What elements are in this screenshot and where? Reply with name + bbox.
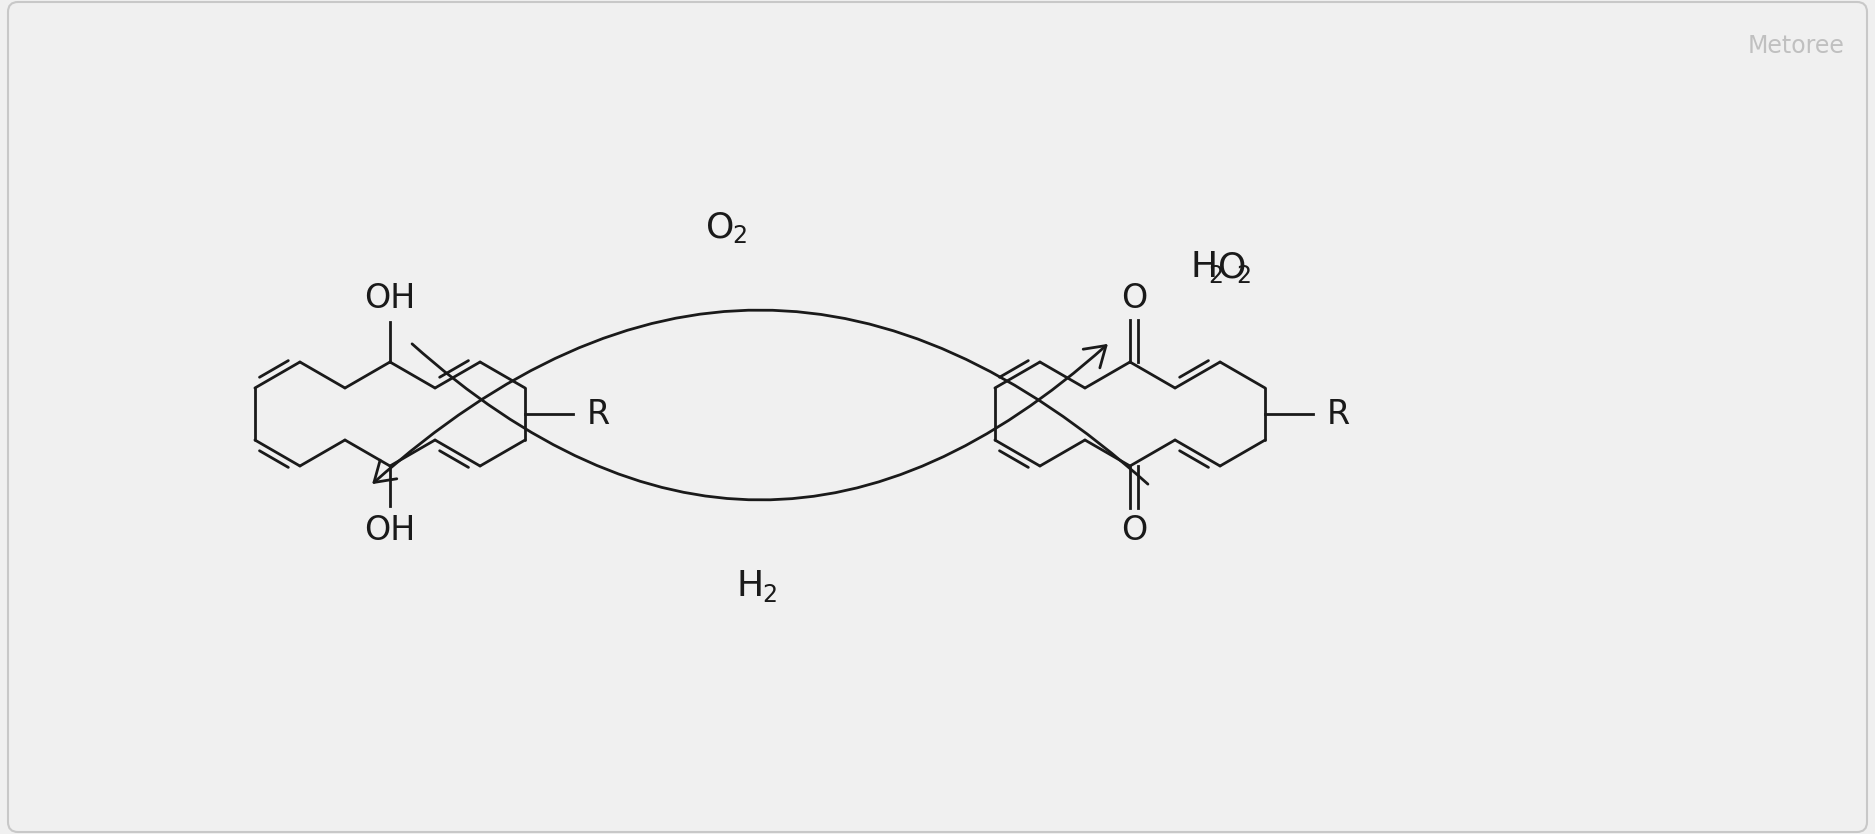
Text: R: R bbox=[587, 398, 611, 430]
Text: 2: 2 bbox=[733, 224, 748, 248]
Text: O: O bbox=[1121, 514, 1148, 546]
Text: 2: 2 bbox=[1236, 264, 1251, 288]
Text: OH: OH bbox=[364, 514, 416, 546]
Text: O: O bbox=[1219, 250, 1247, 284]
FancyArrowPatch shape bbox=[412, 344, 1106, 500]
Text: Metoree: Metoree bbox=[1748, 34, 1845, 58]
Text: O: O bbox=[705, 210, 735, 244]
Text: H: H bbox=[1191, 250, 1217, 284]
Text: 2: 2 bbox=[1208, 264, 1222, 288]
FancyArrowPatch shape bbox=[373, 310, 1148, 485]
Text: 2: 2 bbox=[763, 583, 778, 607]
Text: H: H bbox=[737, 569, 763, 603]
Text: OH: OH bbox=[364, 282, 416, 314]
Text: O: O bbox=[1121, 282, 1148, 314]
Text: R: R bbox=[1328, 398, 1350, 430]
